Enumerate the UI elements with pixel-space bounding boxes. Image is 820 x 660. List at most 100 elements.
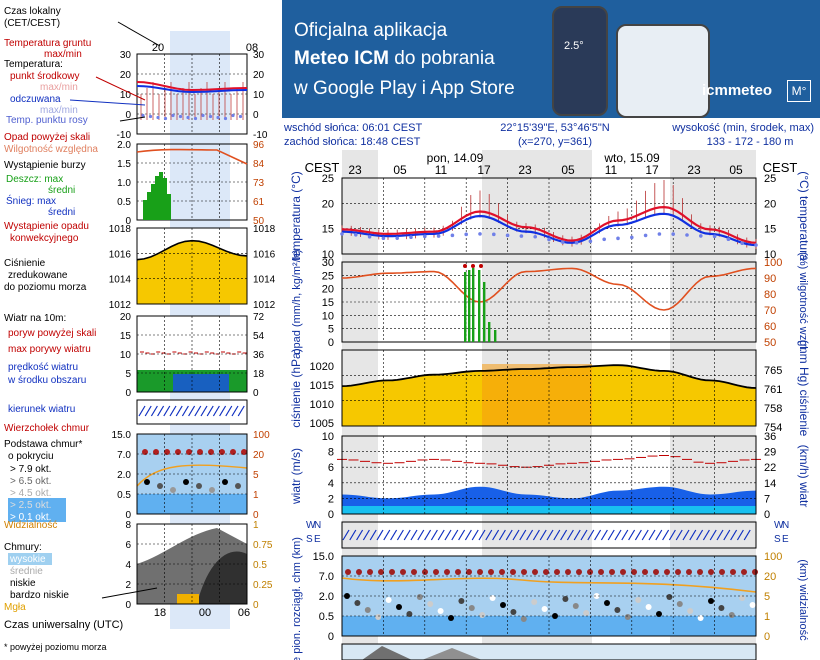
mini-temp-tick-right: 0 [253,110,259,121]
dew-point [354,233,358,237]
mini-press-tick-right: 1014 [253,275,276,286]
mini-dir-frame [136,399,248,425]
cloud-base-point [604,600,610,606]
wind-dir-arrow [566,529,574,541]
mini-cloud-tick-left: 2.0 [117,470,131,481]
rain-bar [468,270,471,342]
cloud-base-point [364,607,371,613]
wind-dir-arrow [743,529,751,541]
mini-cloud-tick-left: 15.0 [112,430,132,441]
wind-dir-arrow [505,529,513,541]
mini-cloud-top-point [175,449,181,455]
mini-press-tick-right: 1016 [253,249,276,260]
wind-dir-arrow [580,529,588,541]
wind-dir-arrow [369,529,377,541]
legend-okt-5: > 0.1 okt. [10,512,51,523]
mini-dew-point [141,113,145,118]
temperature-line [341,205,757,244]
cloud-base-point [396,604,402,610]
mini-cc-tick-right: 0.25 [253,580,273,591]
main-day-1: pon, 14.09 [427,151,484,165]
cloud-top-point [433,569,439,575]
mini-rain-bar [155,176,159,220]
cloud-top-point [653,569,659,575]
mini-wind-tick-right: 0 [253,388,259,399]
mini-bottom-time: 18 [154,607,166,619]
mini-cloud-tick-right: 20 [253,450,265,461]
footnote: * powyżej poziomu morza [4,642,107,652]
mini-temp-tick-right: 20 [253,70,265,81]
cloud-base-point [468,605,475,611]
mini-wind-tick-left: 5 [125,369,131,380]
pressure-tick-left: 1005 [310,418,334,430]
legend-okt-bg [8,510,66,522]
cloud-top-point [708,569,714,575]
cloud-base-point [593,593,600,599]
temp-tick-right: 10 [764,249,776,261]
info-elevation-label: wysokość (min, środek, max) [671,122,814,134]
mini-dew-point [163,116,168,121]
humidity-axis-label-right: (%) wilgotność wzgl. [797,252,809,352]
cloud-top-point [378,569,384,575]
precip-above-marker [471,264,475,268]
mini-top-time: 08 [246,42,258,54]
legend-center-point: punkt środkowy [10,71,79,82]
mini-cloud-tick-right: 5 [253,470,259,481]
precip-panel-frame [341,261,757,343]
legend-okt-1: > 7.9 okt. [10,464,51,475]
cloud-top-point [499,569,505,575]
wind-kmh-tick-right: 0 [764,509,770,521]
legend-gust-above: poryw powyżej skali [8,328,96,339]
legend-pointer [69,99,146,106]
mini-wind-tick-right: 72 [253,312,265,323]
temp-tick-right: 25 [764,173,776,185]
mini-rain-bar [143,200,147,220]
info-sunrise: wschód słońca: 06:01 CEST [283,122,422,134]
main-hour-label: 11 [435,163,448,177]
pressure-axis-label-right: (mm Hg) ciśnienie [797,340,811,437]
mini-bottom-time: 00 [199,607,211,619]
legend-high: wysokie [9,554,46,565]
mini-temp-tick-right: 30 [253,50,265,61]
wind-dir-arrow [546,529,554,541]
cloud-base-point [510,609,517,615]
dew-point [367,235,372,239]
mini-wind-tick-left: 20 [120,312,132,323]
mini-dew-point [223,116,228,121]
cloud-top-point [741,569,747,575]
app-promo-banner[interactable]: Oficjalna aplikacja Meteo ICM do pobrani… [282,0,820,118]
cloud-base-point [437,608,444,614]
dew-point [340,232,344,236]
cloud-base-point [676,601,683,607]
temp-tick-right: 15 [764,224,776,236]
wind-dir-arrow [349,529,357,541]
dew-point [630,235,634,240]
cloud-base-point [708,598,714,604]
cloud-top-point [620,569,626,575]
legend-okt-4: > 2.5 okt. [10,500,51,511]
dew-point [547,237,551,242]
mini-precip-tick-left: 0 [125,216,131,227]
mini-cloud-base-point [222,479,228,485]
main-hour-label: 23 [348,163,362,177]
rain-bar [464,272,467,342]
mini-wind-arrow [225,405,233,417]
wind-dir-arrow [342,529,350,541]
mini-hum-tick-right: 50 [253,216,265,227]
mini-dew-point [208,114,213,119]
info-grid: (x=270, y=361) [518,136,592,148]
humidity-line [341,267,757,311]
cloud-top-point [345,569,351,575]
main-day-2: wto, 15.09 [603,151,660,165]
wind-dir-arrow [655,529,663,541]
wind-dir-arrow [485,529,493,541]
cloud-base-point [479,612,486,618]
dew-point [519,234,524,238]
wind-dir-arrow [464,529,472,541]
legend-rain-mid: średni [48,185,75,196]
wind-dir-arrow [675,529,683,541]
humidity-tick-right: 50 [764,337,776,349]
dew-point [423,234,427,239]
main-cest-right: CEST [763,160,798,175]
